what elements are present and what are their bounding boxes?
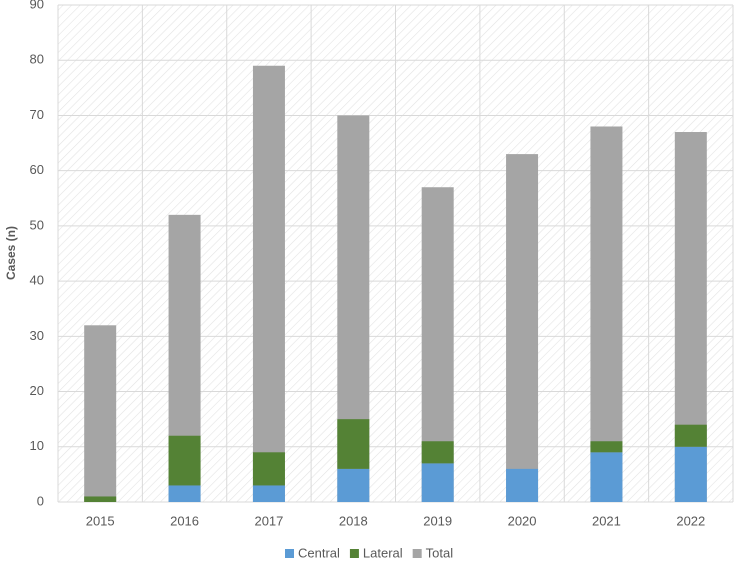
bar-segment xyxy=(674,446,707,502)
y-tick-label: 90 xyxy=(30,0,44,11)
y-tick-label: 60 xyxy=(30,162,44,177)
bar-segment xyxy=(506,468,539,502)
bar-segment xyxy=(674,424,707,447)
y-tick-label: 80 xyxy=(30,52,44,67)
y-axis-label: Cases (n) xyxy=(4,226,18,280)
y-tick-label: 30 xyxy=(30,328,44,343)
bar-segment xyxy=(168,485,201,502)
legend-swatch xyxy=(412,549,422,558)
y-tick-label: 40 xyxy=(30,273,44,288)
y-tick-label: 70 xyxy=(30,107,44,122)
x-tick-label: 2016 xyxy=(170,513,199,528)
x-tick-label: 2021 xyxy=(592,513,621,528)
y-tick-label: 0 xyxy=(37,493,44,508)
x-tick-label: 2015 xyxy=(86,513,115,528)
x-tick-label: 2017 xyxy=(254,513,283,528)
legend-label: Total xyxy=(426,545,454,560)
legend-swatch xyxy=(349,549,359,558)
x-tick-label: 2022 xyxy=(676,513,705,528)
x-tick-label: 2018 xyxy=(339,513,368,528)
x-tick-label: 2019 xyxy=(423,513,452,528)
bar-segment xyxy=(337,468,370,502)
y-tick-label: 50 xyxy=(30,217,44,232)
bar-segment xyxy=(84,325,117,502)
legend-label: Central xyxy=(298,545,340,560)
bar-segment xyxy=(590,126,623,502)
legend-label: Lateral xyxy=(363,545,403,560)
bar-segment xyxy=(590,452,623,502)
bar-segment xyxy=(168,435,201,486)
x-tick-label: 2020 xyxy=(508,513,537,528)
bar-segment xyxy=(84,496,117,502)
bar-segment xyxy=(506,154,539,502)
bar-segment xyxy=(590,441,623,453)
bar-segment xyxy=(252,65,285,502)
bar-segment xyxy=(421,463,454,502)
bar-segment xyxy=(252,452,285,486)
legend-swatch xyxy=(285,549,294,558)
y-tick-label: 10 xyxy=(30,438,44,453)
bar-segment xyxy=(252,485,285,502)
y-tick-label: 20 xyxy=(30,383,44,398)
bar-segment xyxy=(337,419,370,469)
bar-segment xyxy=(421,441,454,464)
